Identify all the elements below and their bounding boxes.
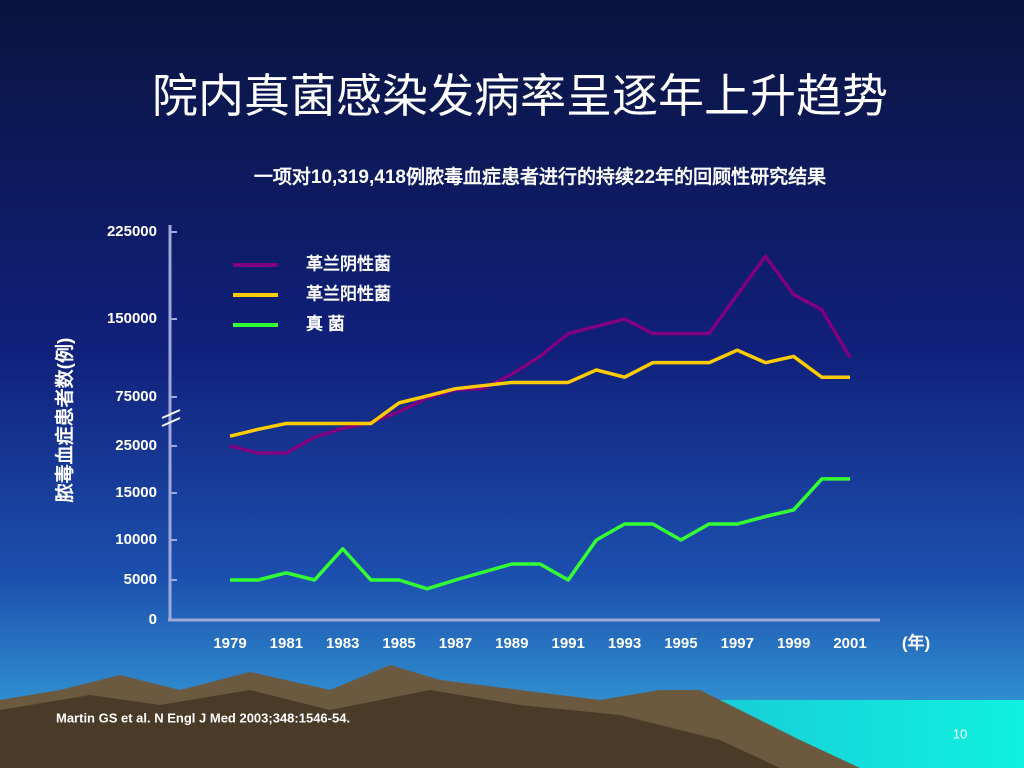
x-tick-label: 1999 bbox=[777, 635, 810, 652]
x-tick-label: 1991 bbox=[551, 635, 584, 652]
page-number: 10 bbox=[953, 726, 967, 741]
x-tick-label: 1987 bbox=[439, 635, 472, 652]
citation: Martin GS et al. N Engl J Med 2003;348:1… bbox=[56, 710, 350, 725]
y-tick-label: 150000 bbox=[107, 310, 157, 327]
x-tick-label: 2001 bbox=[833, 635, 866, 652]
y-tick-label: 75000 bbox=[115, 388, 157, 405]
y-axis-label: 脓毒血症患者数(例) bbox=[53, 338, 76, 504]
legend-label: 革兰阳性菌 bbox=[306, 283, 391, 303]
legend-label: 真 菌 bbox=[306, 313, 345, 333]
mountains-front bbox=[0, 690, 780, 768]
legend-label: 革兰阴性菌 bbox=[306, 253, 391, 273]
axis-break bbox=[161, 409, 181, 427]
x-tick-label: 1993 bbox=[608, 635, 641, 652]
x-tick-label: 1981 bbox=[270, 635, 303, 652]
x-tick-label: 1997 bbox=[721, 635, 754, 652]
y-tick-label: 225000 bbox=[107, 223, 157, 240]
y-tick-label: 25000 bbox=[115, 437, 157, 454]
series-line bbox=[229, 348, 850, 438]
y-tick-label: 15000 bbox=[115, 484, 157, 501]
y-tick-label: 5000 bbox=[124, 571, 157, 588]
subtitle: 一项对10,319,418例脓毒血症患者进行的持续22年的回顾性研究结果 bbox=[254, 165, 826, 188]
x-tick-label: 1995 bbox=[664, 635, 697, 652]
x-tick-label: 1983 bbox=[326, 635, 359, 652]
series-line bbox=[229, 254, 852, 455]
y-tick-label: 0 bbox=[149, 611, 157, 628]
x-tick-label: 1989 bbox=[495, 635, 528, 652]
title: 院内真菌感染发病率呈逐年上升趋势 bbox=[152, 69, 888, 123]
x-tick-label: 1979 bbox=[213, 635, 246, 652]
series-line bbox=[230, 477, 850, 591]
y-tick-label: 10000 bbox=[115, 531, 157, 548]
x-axis-label: (年) bbox=[902, 632, 930, 652]
x-tick-label: 1985 bbox=[382, 635, 415, 652]
